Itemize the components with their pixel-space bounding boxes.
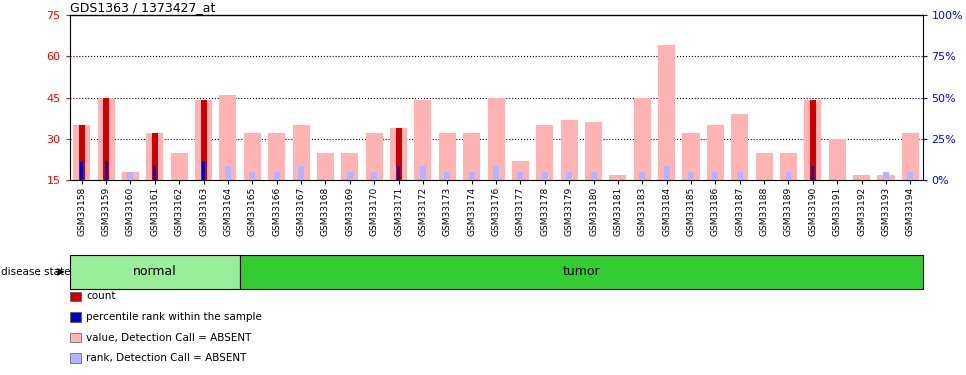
Bar xyxy=(811,166,814,180)
Bar xyxy=(104,161,107,180)
Bar xyxy=(201,161,207,180)
Bar xyxy=(195,100,213,180)
Bar xyxy=(80,161,83,180)
Bar xyxy=(785,172,791,180)
Bar xyxy=(805,100,821,180)
Bar xyxy=(420,166,426,180)
Bar xyxy=(152,133,157,180)
Bar xyxy=(73,125,90,180)
Bar xyxy=(634,98,651,180)
Text: GDS1363 / 1373427_at: GDS1363 / 1373427_at xyxy=(70,1,214,14)
Bar xyxy=(347,172,353,180)
Bar xyxy=(755,153,773,180)
Text: value, Detection Call = ABSENT: value, Detection Call = ABSENT xyxy=(86,333,251,342)
Bar xyxy=(341,153,358,180)
Bar xyxy=(171,153,187,180)
Bar xyxy=(152,166,157,180)
Bar xyxy=(712,172,719,180)
Bar xyxy=(269,133,285,180)
Bar xyxy=(293,125,310,180)
Bar xyxy=(98,98,115,180)
Bar xyxy=(469,172,474,180)
Bar xyxy=(488,98,504,180)
Bar xyxy=(154,166,156,180)
Text: disease state: disease state xyxy=(1,267,71,277)
Bar xyxy=(536,125,554,180)
Bar xyxy=(249,172,255,180)
Bar xyxy=(853,174,870,180)
Bar xyxy=(463,133,480,180)
Bar xyxy=(610,174,626,180)
Bar xyxy=(877,174,895,180)
Bar xyxy=(317,153,334,180)
Bar xyxy=(518,172,524,180)
Text: rank, Detection Call = ABSENT: rank, Detection Call = ABSENT xyxy=(86,353,246,363)
Bar xyxy=(103,161,109,180)
Bar xyxy=(810,166,816,180)
Text: percentile rank within the sample: percentile rank within the sample xyxy=(86,312,262,322)
Bar xyxy=(128,172,133,180)
Text: count: count xyxy=(86,291,116,301)
Text: tumor: tumor xyxy=(562,266,600,278)
Bar xyxy=(907,172,913,180)
Bar xyxy=(371,172,377,180)
Bar xyxy=(737,172,743,180)
Bar xyxy=(439,133,456,180)
Bar xyxy=(241,255,923,289)
Bar xyxy=(366,133,383,180)
Bar xyxy=(225,166,231,180)
Bar xyxy=(902,133,919,180)
Bar xyxy=(590,172,597,180)
Bar xyxy=(444,172,450,180)
Bar xyxy=(566,172,572,180)
Bar xyxy=(414,100,432,180)
Bar xyxy=(829,139,846,180)
Bar xyxy=(70,255,241,289)
Bar xyxy=(731,114,749,180)
Bar xyxy=(688,172,694,180)
Bar xyxy=(810,100,816,180)
Text: normal: normal xyxy=(133,266,177,278)
Bar xyxy=(707,125,724,180)
Bar xyxy=(682,133,699,180)
Bar xyxy=(883,172,889,180)
Bar xyxy=(243,133,261,180)
Bar xyxy=(395,128,402,180)
Bar xyxy=(397,166,400,180)
Bar xyxy=(560,120,578,180)
Bar xyxy=(298,166,304,180)
Bar xyxy=(103,98,109,180)
Bar xyxy=(395,166,402,180)
Bar xyxy=(493,166,499,180)
Bar xyxy=(664,166,669,180)
Bar xyxy=(658,45,675,180)
Bar xyxy=(79,125,85,180)
Bar xyxy=(273,172,280,180)
Bar xyxy=(122,172,139,180)
Bar xyxy=(780,153,797,180)
Bar xyxy=(512,161,529,180)
Bar xyxy=(146,133,163,180)
Bar xyxy=(202,161,205,180)
Bar xyxy=(639,172,645,180)
Bar xyxy=(219,95,237,180)
Bar xyxy=(390,128,407,180)
Bar xyxy=(542,172,548,180)
Bar xyxy=(201,100,207,180)
Bar xyxy=(585,122,602,180)
Bar xyxy=(79,161,85,180)
